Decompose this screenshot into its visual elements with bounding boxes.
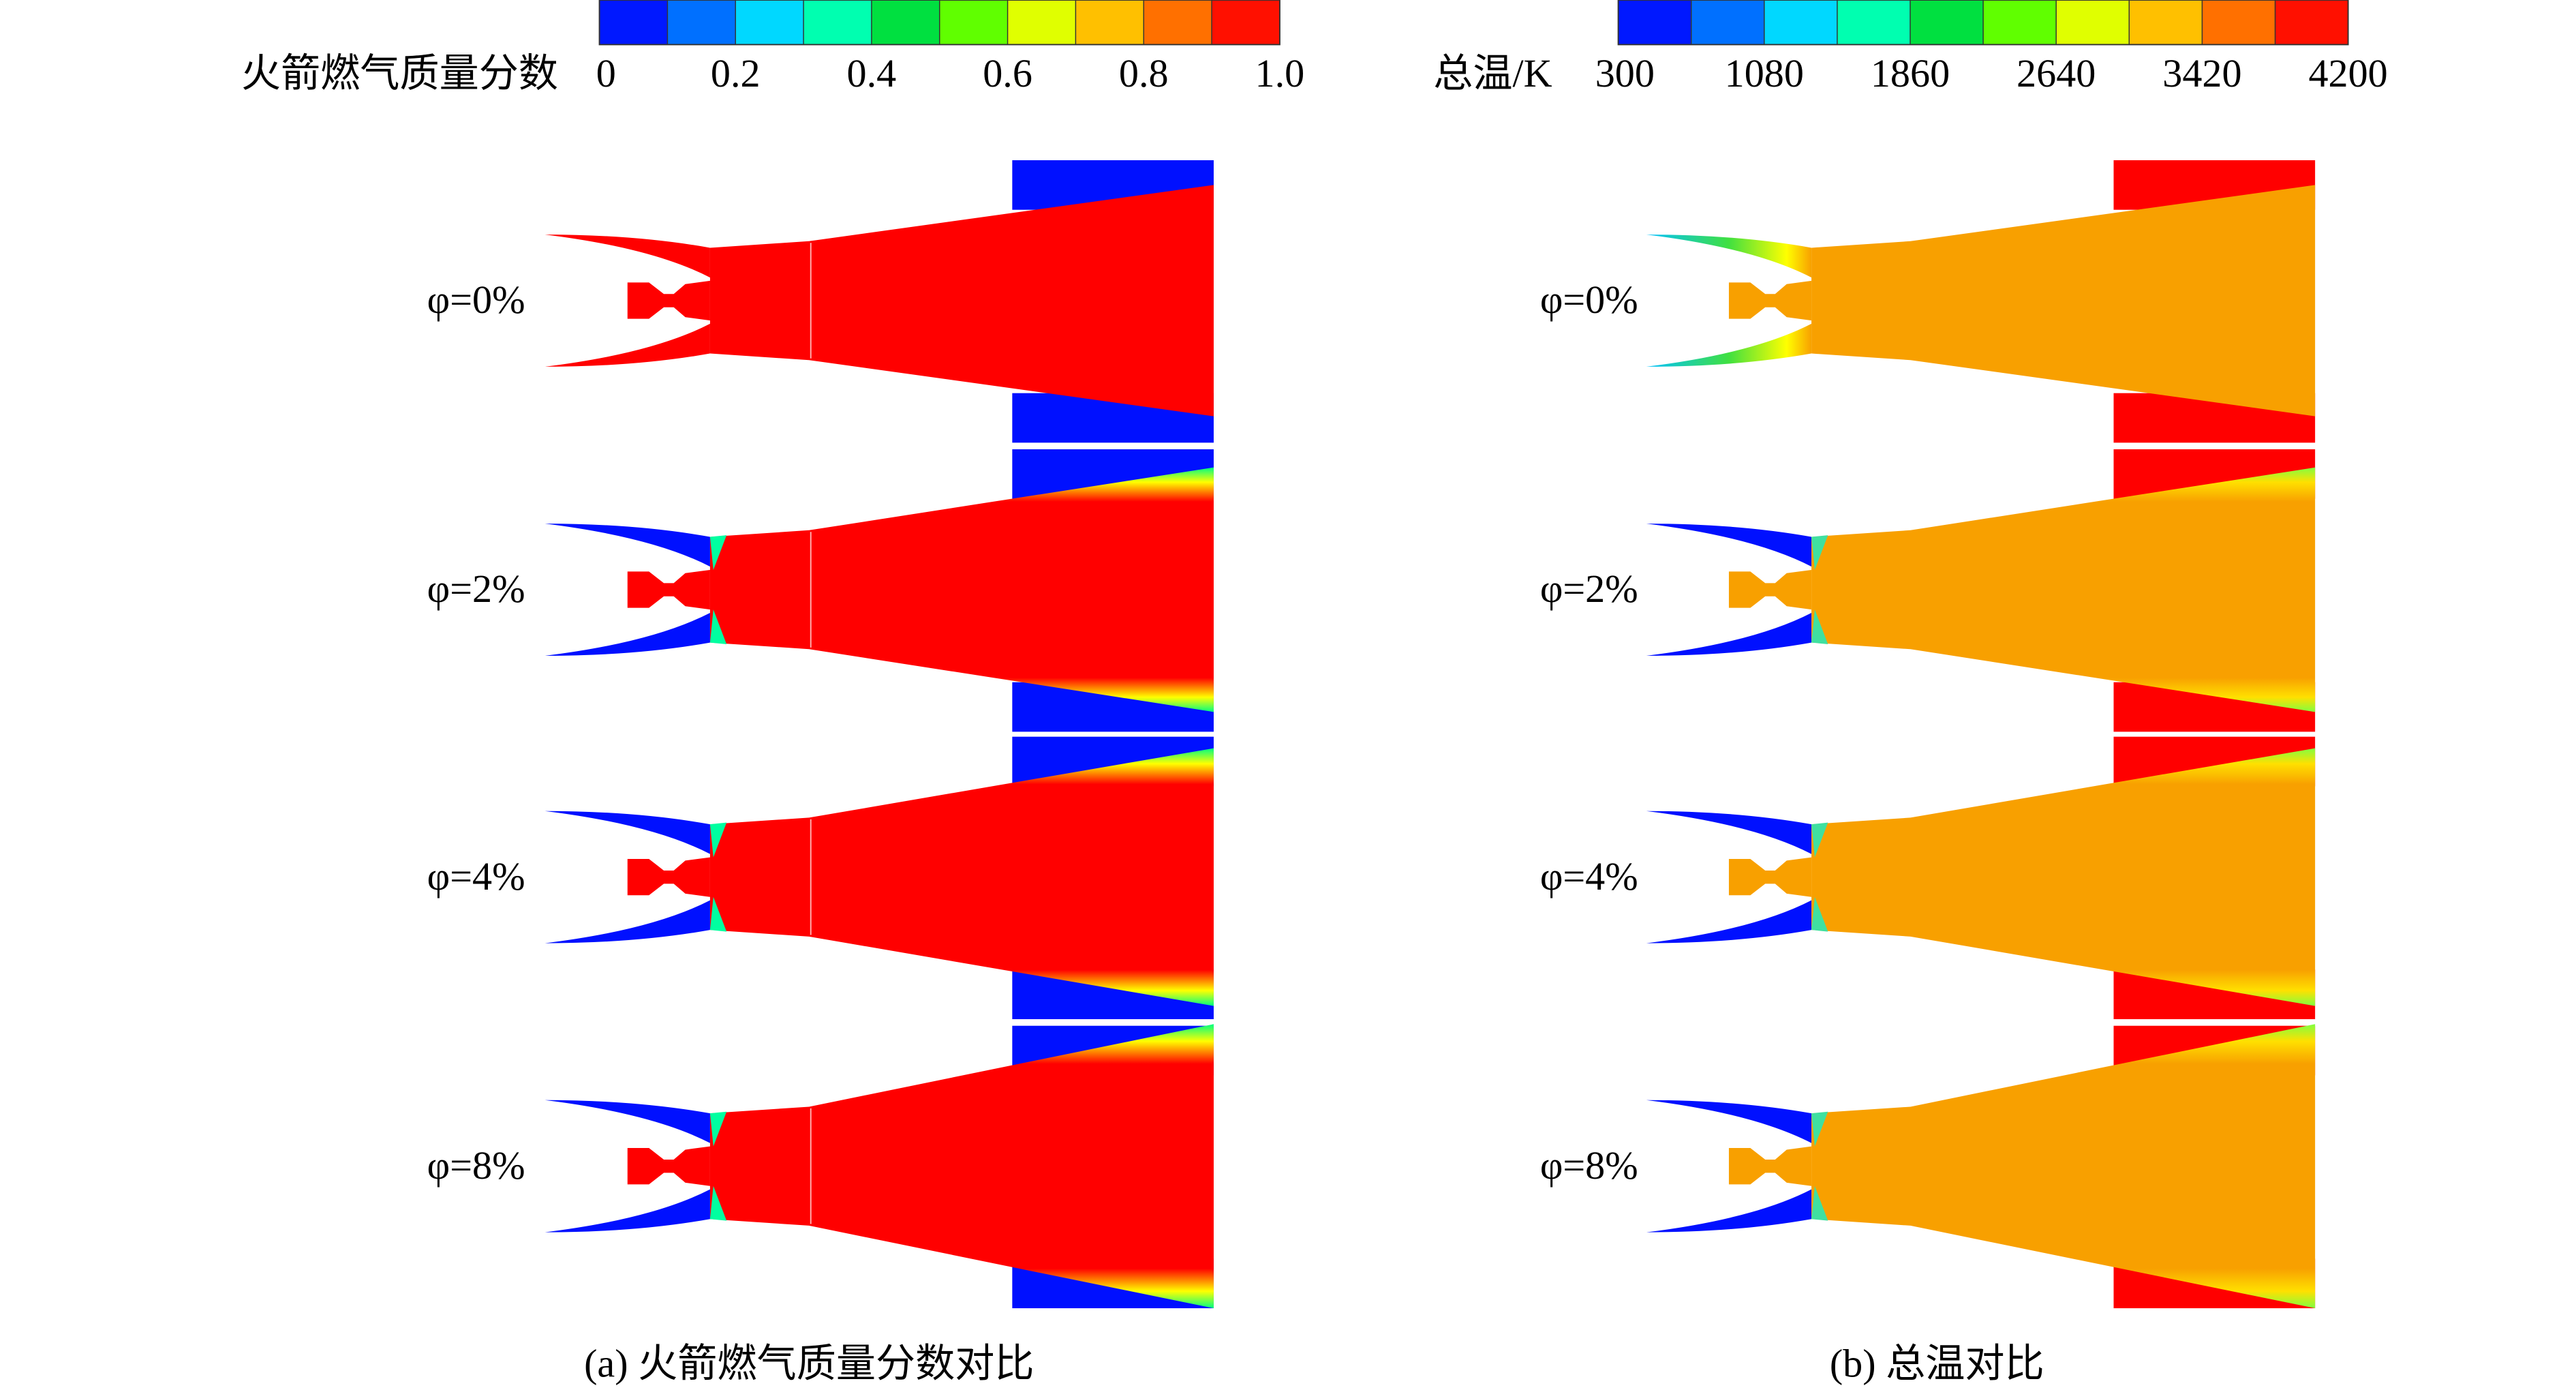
rocket-nozzle (1728, 1146, 1812, 1186)
inlet-horn (1646, 612, 1812, 656)
inlet-horn (1646, 323, 1812, 367)
flow-region (1811, 467, 2316, 712)
rocket-nozzle (627, 280, 710, 321)
mixing-edge (1811, 535, 1828, 570)
case-label: φ=0% (1540, 277, 1638, 322)
colorbar-segment (599, 0, 669, 45)
case-label: φ=0% (427, 277, 525, 322)
colorbar-tick-label: 0.2 (711, 51, 761, 95)
colorbar-tick-label: 1.0 (1255, 51, 1305, 95)
mixing-edge (709, 1111, 727, 1147)
case-label: φ=8% (427, 1143, 525, 1188)
mixing-edge (709, 1185, 727, 1221)
colorbar-tick-label: 0.6 (983, 51, 1032, 95)
contour-case (1646, 449, 2316, 732)
case-label: φ=8% (1540, 1143, 1638, 1188)
colorbar-frame (1617, 0, 2349, 46)
panel-caption: (b) 总温对比 (1830, 1342, 2044, 1386)
rocket-nozzle (1728, 280, 1812, 321)
contour-case (1646, 160, 2316, 443)
contour-case (545, 160, 1214, 443)
inlet-horn (545, 235, 710, 278)
case-label: φ=2% (1540, 566, 1638, 611)
flow-region (709, 467, 1214, 712)
colorbar-tick-label: 1080 (1725, 51, 1804, 95)
colorbar-tick-label: 3420 (2162, 51, 2241, 95)
colorbar-segment (1618, 0, 1692, 45)
colorbar-segment (803, 0, 872, 45)
case-label: φ=2% (427, 566, 525, 611)
flow-region (709, 185, 1214, 417)
contour-case (1646, 1024, 2316, 1309)
inlet-horn (1646, 1100, 1812, 1143)
contour-case (545, 736, 1214, 1020)
mixing-edge (1811, 896, 1828, 932)
mixing-edge (709, 535, 727, 570)
rocket-nozzle (1728, 569, 1812, 610)
case-label: φ=4% (427, 854, 525, 898)
colorbar-tick-label: 0.8 (1119, 51, 1169, 95)
rocket-nozzle (627, 569, 710, 610)
rocket-nozzle (1728, 857, 1812, 897)
colorbar-segment (2202, 0, 2276, 45)
inlet-horn (545, 612, 710, 656)
inlet-horn (1646, 811, 1812, 854)
flow-region (1811, 748, 2316, 1006)
colorbar-segment (939, 0, 1009, 45)
colorbar-tick-label: 0.4 (847, 51, 897, 95)
contour-case (1646, 736, 2316, 1020)
colorbar-segment (2129, 0, 2203, 45)
mixing-edge (709, 896, 727, 932)
inlet-horn (1646, 900, 1812, 943)
colorbar-segment (1837, 0, 1911, 45)
mixing-edge (709, 822, 727, 858)
mixing-edge (1811, 822, 1828, 858)
flow-region (709, 748, 1214, 1006)
inlet-horn (545, 524, 710, 567)
colorbar-segment (667, 0, 736, 45)
flow-region (1811, 1024, 2316, 1309)
inlet-horn (545, 1189, 710, 1233)
colorbar-tick-label: 300 (1595, 51, 1655, 95)
colorbar-segment (1691, 0, 1765, 45)
colorbar-label: 火箭燃气质量分数 (241, 51, 558, 95)
colorbar-segment (1075, 0, 1144, 45)
panel-caption: (a) 火箭燃气质量分数对比 (584, 1342, 1034, 1386)
colorbar-segment (1983, 0, 2057, 45)
colorbar-tick-label: 2640 (2017, 51, 2096, 95)
colorbar-frame (598, 0, 1281, 46)
colorbar-segment (871, 0, 940, 45)
colorbar-segment (1910, 0, 1984, 45)
inlet-horn (1646, 235, 1812, 278)
mixing-edge (1811, 1111, 1828, 1147)
rocket-nozzle (627, 1146, 710, 1186)
inlet-horn (545, 811, 710, 854)
colorbar-segment (2275, 0, 2349, 45)
colorbar-tick-label: 1860 (1871, 51, 1950, 95)
colorbar-label: 总温/K (1433, 51, 1552, 95)
mixing-edge (1811, 1185, 1828, 1221)
contour-case (545, 1024, 1214, 1309)
inlet-horn (1646, 524, 1812, 567)
inlet-horn (545, 323, 710, 367)
inlet-horn (545, 900, 710, 943)
colorbar-segment (1212, 0, 1281, 45)
flow-region (1811, 185, 2316, 417)
colorbar-segment (2056, 0, 2130, 45)
flow-region (709, 1024, 1214, 1309)
contour-case (545, 449, 1214, 732)
colorbar-tick-label: 0 (596, 51, 616, 95)
colorbar-tick-label: 4200 (2308, 51, 2387, 95)
mixing-edge (709, 609, 727, 644)
colorbar-segment (735, 0, 804, 45)
inlet-horn (545, 1100, 710, 1143)
colorbar-segment (1764, 0, 1838, 45)
colorbar-segment (1144, 0, 1212, 45)
mixing-edge (1811, 609, 1828, 644)
rocket-nozzle (627, 857, 710, 897)
case-label: φ=4% (1540, 854, 1638, 898)
inlet-horn (1646, 1189, 1812, 1233)
colorbar-segment (1007, 0, 1077, 45)
